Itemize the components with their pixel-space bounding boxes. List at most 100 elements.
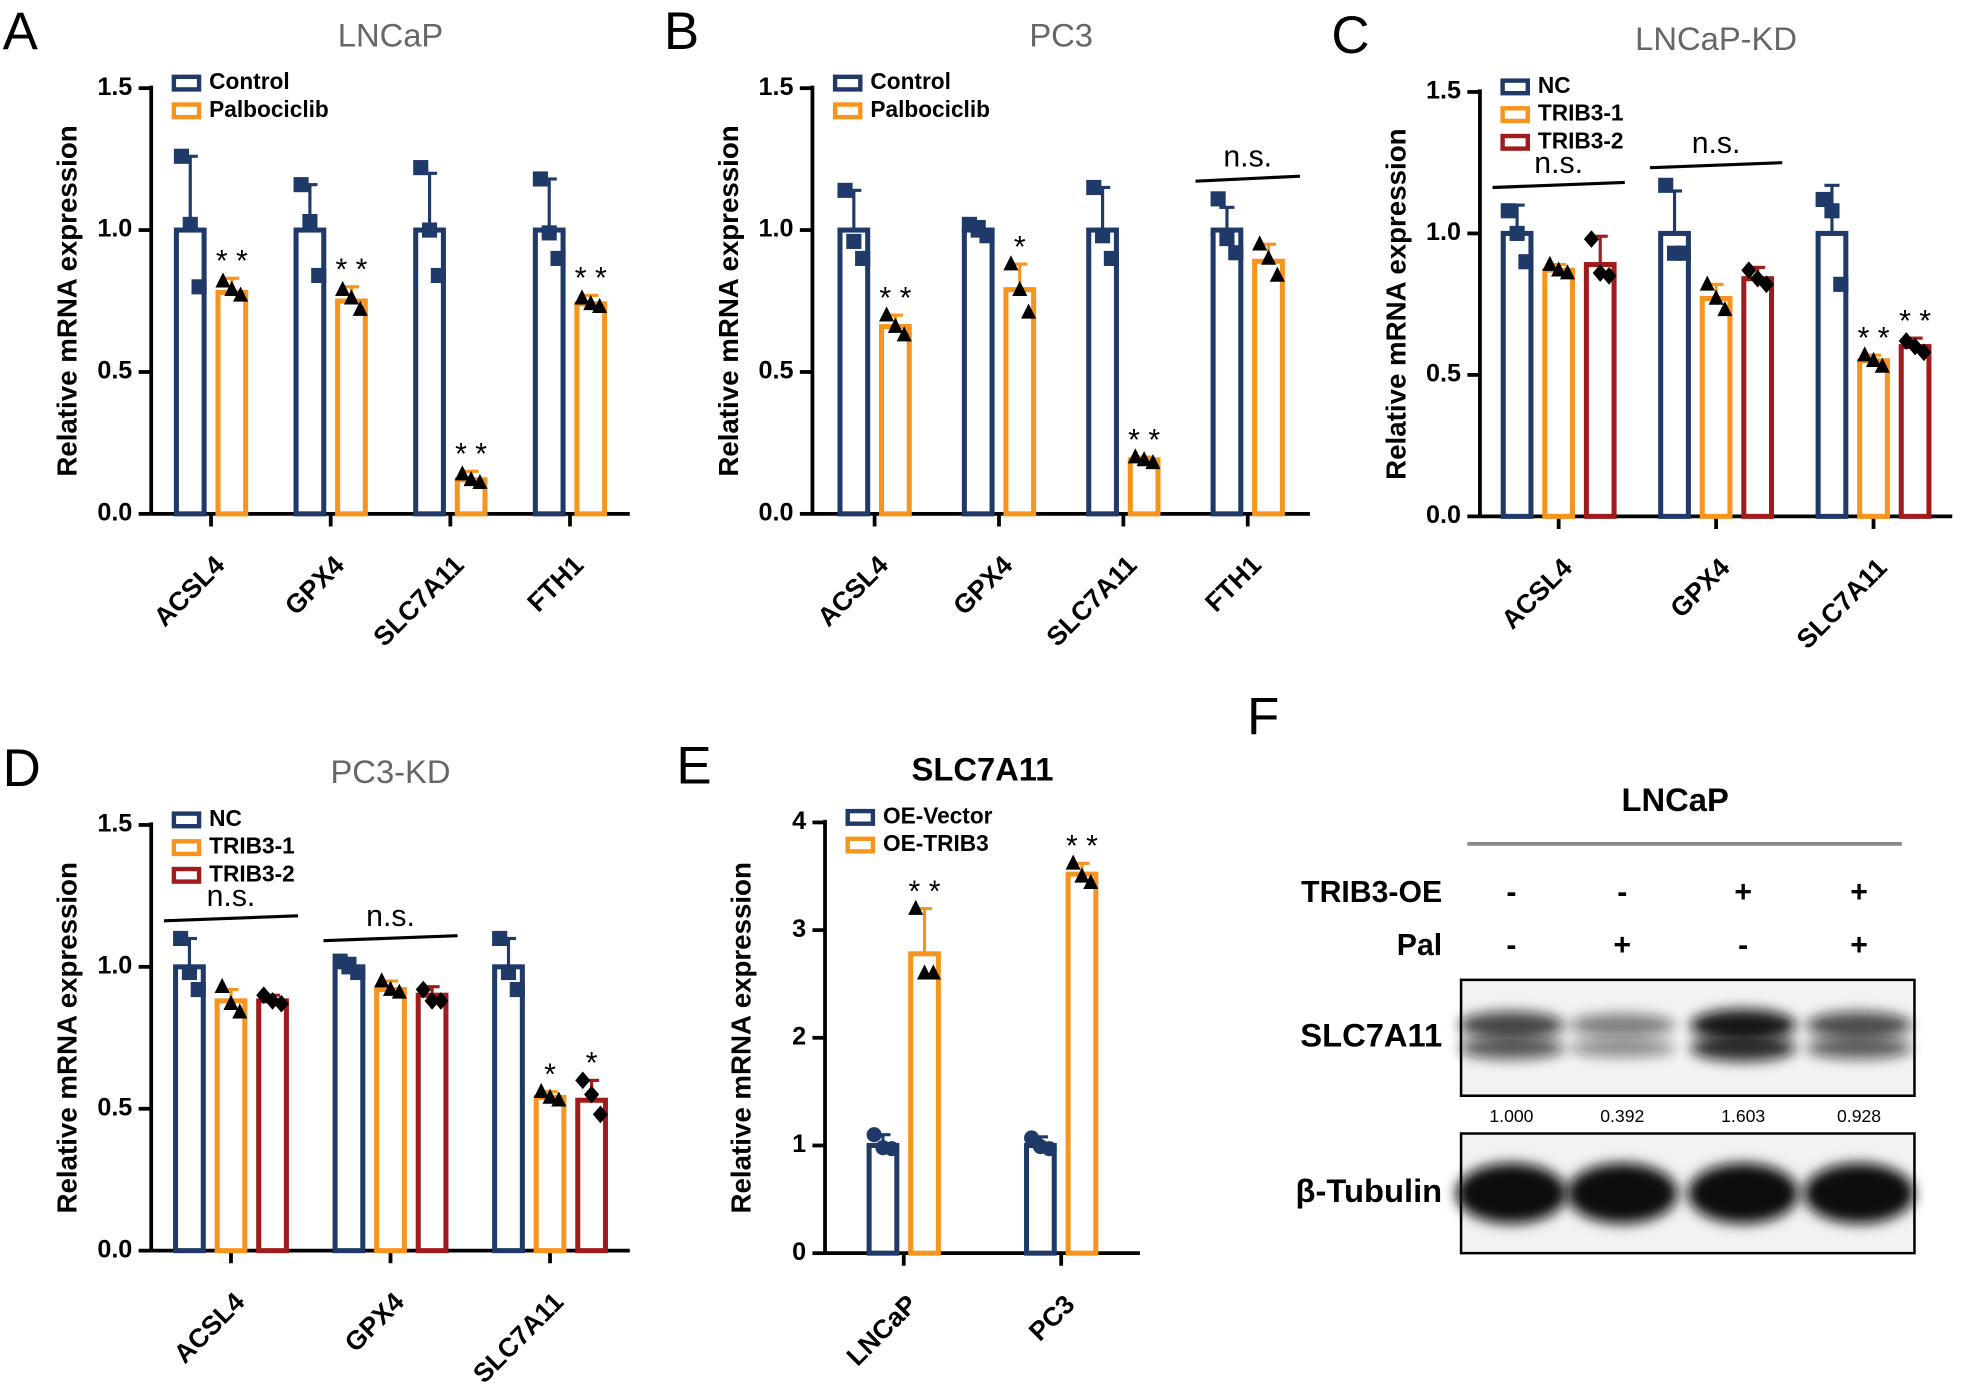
- bracket-label: n.s.: [207, 880, 256, 913]
- condition-sign: -: [1617, 876, 1627, 909]
- y-axis-label: Relative mRNA expression: [713, 125, 744, 476]
- data-point: [215, 272, 231, 288]
- significance-label: *: [1014, 231, 1026, 264]
- bar: [1024, 1142, 1057, 1256]
- data-point: [866, 1127, 882, 1143]
- bar: [1699, 295, 1733, 519]
- legend-label: Control: [870, 68, 951, 94]
- y-axis-label: Relative mRNA expression: [725, 862, 756, 1213]
- bar: [173, 964, 206, 1254]
- data-point: [224, 280, 240, 296]
- y-tick-label: 1: [792, 1130, 806, 1158]
- data-point: [1601, 267, 1617, 285]
- data-point: [500, 964, 517, 981]
- y-tick-label: 0.5: [1426, 360, 1461, 388]
- condition-sign: +: [1850, 929, 1868, 962]
- significance-label: *: [586, 1047, 598, 1080]
- data-point: [1065, 854, 1081, 870]
- y-tick-label: 0: [792, 1238, 806, 1266]
- y-tick-label: 0.5: [97, 1093, 132, 1121]
- y-tick-label: 0.0: [759, 499, 794, 527]
- legend-swatch: [1500, 106, 1531, 124]
- data-point: [574, 289, 590, 305]
- band: [1569, 1013, 1676, 1037]
- legend-label: NC: [1538, 72, 1571, 98]
- data-point: [191, 279, 207, 295]
- bracket-label: n.s.: [1534, 147, 1583, 180]
- y-tick-label: 1.5: [97, 810, 132, 838]
- data-point: [1857, 346, 1873, 362]
- condition-sign: +: [1613, 929, 1631, 962]
- bar: [1210, 227, 1244, 517]
- panel-letter: D: [3, 739, 41, 798]
- data-point: [382, 980, 399, 996]
- data-point: [1210, 191, 1226, 207]
- legend-swatch: [1500, 133, 1531, 151]
- legend-label: OE-TRIB3: [883, 830, 989, 856]
- bracket: [1649, 161, 1783, 170]
- y-tick-label: 1.0: [1426, 218, 1461, 246]
- data-point: [430, 267, 446, 284]
- data-point: [415, 980, 431, 999]
- bar: [415, 992, 449, 1254]
- data-point: [584, 1085, 600, 1104]
- bar: [374, 987, 407, 1254]
- data-point: [925, 964, 941, 980]
- y-tick-label: 1.0: [97, 952, 132, 980]
- legend-swatch: [832, 74, 863, 92]
- legend-swatch: [845, 808, 876, 826]
- data-point: [1518, 254, 1534, 270]
- significance-label: * *: [1066, 830, 1098, 863]
- bracket: [1195, 174, 1301, 183]
- blot-title: LNCaP: [1622, 781, 1729, 818]
- condition-sign: +: [1850, 876, 1868, 909]
- data-point: [173, 930, 189, 947]
- significance-label: *: [544, 1059, 556, 1092]
- band: [1803, 1163, 1915, 1224]
- band-quantity: 1.000: [1489, 1106, 1533, 1126]
- data-point: [592, 1105, 608, 1124]
- band: [1456, 1163, 1567, 1224]
- condition-sign: +: [1734, 876, 1752, 909]
- data-point: [551, 1091, 567, 1107]
- band-quantity: 0.928: [1837, 1106, 1881, 1126]
- data-point: [1551, 261, 1567, 277]
- data-point: [1012, 280, 1028, 296]
- y-axis-label: Relative mRNA expression: [1380, 128, 1411, 479]
- data-point: [979, 228, 995, 244]
- data-point: [190, 981, 206, 998]
- bar: [866, 1142, 900, 1256]
- data-point: [391, 983, 407, 999]
- data-point: [1086, 179, 1102, 196]
- condition-sign: -: [1738, 929, 1748, 962]
- data-point: [311, 267, 327, 284]
- condition-sign: -: [1506, 876, 1516, 909]
- bar: [214, 998, 248, 1254]
- data-point: [233, 286, 249, 302]
- data-point: [1269, 266, 1285, 282]
- bar: [879, 324, 912, 517]
- panel-letter: E: [676, 736, 711, 795]
- bar: [1741, 276, 1775, 519]
- bar: [1898, 344, 1932, 519]
- band: [1806, 1036, 1912, 1059]
- data-point: [1136, 451, 1152, 467]
- data-point: [879, 306, 895, 322]
- bar: [1583, 262, 1617, 519]
- bar: [256, 998, 289, 1254]
- bar: [574, 301, 608, 517]
- data-point: [532, 171, 548, 187]
- data-point: [884, 1141, 900, 1157]
- data-point: [454, 465, 470, 481]
- data-point: [374, 972, 390, 988]
- data-point: [1699, 275, 1715, 291]
- band-label: SLC7A11: [1300, 1016, 1442, 1053]
- bar: [837, 227, 871, 517]
- bar: [1127, 457, 1161, 517]
- band: [1690, 1009, 1797, 1042]
- y-axis-label: Relative mRNA expression: [52, 862, 83, 1213]
- data-point: [1509, 225, 1525, 241]
- condition-sign: -: [1506, 929, 1516, 962]
- bracket-label: n.s.: [1692, 127, 1741, 160]
- bar: [1815, 230, 1849, 519]
